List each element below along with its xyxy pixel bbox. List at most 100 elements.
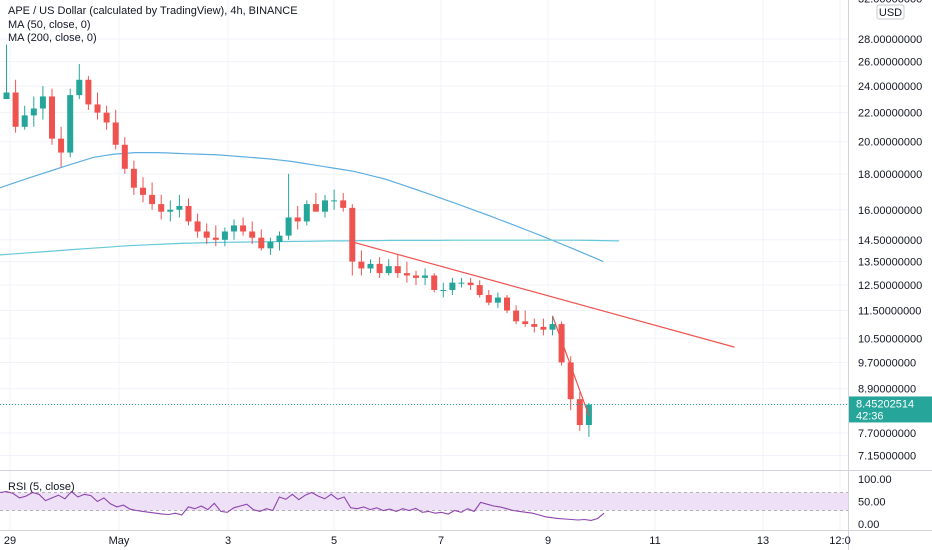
candle-up	[303, 204, 310, 222]
candle-down	[212, 237, 219, 240]
time-tick: May	[109, 535, 130, 547]
main-pane[interactable]	[0, 0, 848, 470]
candle-up	[76, 79, 83, 96]
candle-down	[240, 225, 247, 232]
candle-down	[394, 266, 401, 274]
time-tick: 11	[649, 535, 660, 547]
candle-up	[21, 115, 28, 127]
candle-down	[12, 92, 19, 127]
candle-up	[322, 200, 328, 212]
candle-down	[312, 204, 319, 212]
candle-down	[413, 275, 419, 278]
candle-down	[340, 200, 347, 208]
ma50-line	[0, 152, 604, 263]
candle-down	[130, 168, 137, 188]
candle-up	[549, 324, 556, 330]
currency-badge[interactable]	[876, 4, 905, 20]
candle-down	[576, 399, 583, 426]
candle-down	[376, 263, 383, 274]
candle-up	[367, 263, 374, 269]
time-tick: 9	[545, 535, 551, 547]
time-tick: 29	[4, 535, 16, 547]
grid-horizontal	[0, 38, 848, 456]
candle-down	[485, 294, 492, 303]
price-axis[interactable]: 32.00000000 28.00000000 26.00000000 24.0000…	[858, 0, 922, 462]
time-tick: 3	[225, 535, 231, 547]
candle-down	[121, 144, 128, 169]
price-tick: 12.50000000	[858, 280, 922, 292]
ma200-line	[0, 239, 620, 256]
candle-up	[176, 205, 183, 210]
candle-up	[494, 297, 501, 303]
time-tick: 12:0	[829, 535, 850, 547]
candle-down	[140, 187, 146, 195]
candle-down	[522, 321, 529, 325]
trendline	[352, 241, 735, 348]
candle-down	[476, 285, 483, 295]
candle-down	[403, 273, 410, 276]
candle-up	[440, 289, 447, 291]
candle-up	[30, 108, 37, 116]
price-tick: 24.00000000	[858, 81, 922, 93]
candle-down	[567, 362, 574, 400]
candle-down	[294, 217, 301, 222]
price-tick: 16.00000000	[858, 205, 922, 217]
price-tick: 11.50000000	[858, 306, 921, 318]
last-price-value: 8.45202514	[856, 398, 914, 410]
rsi-axis[interactable]: 100.00 50.00 0.00	[858, 474, 892, 531]
candle-down	[158, 204, 165, 212]
candle-up	[167, 209, 174, 212]
candle-up	[458, 282, 465, 284]
grid-vertical	[9, 0, 841, 530]
price-tick: 20.00000000	[858, 137, 922, 149]
price-tick: 8.90000000	[858, 384, 916, 396]
candle-down	[558, 324, 565, 363]
rsi-label: RSI (5, close)	[8, 481, 75, 493]
price-tick: 7.15000000	[858, 450, 916, 462]
trendlines-group[interactable]	[352, 241, 735, 416]
price-tick: 18.00000000	[858, 169, 922, 181]
bar-countdown: 42:36	[856, 410, 884, 422]
legend-title: APE / US Dollar (calculated by TradingVi…	[8, 5, 298, 17]
rsi-line	[0, 490, 605, 521]
time-axis[interactable]: 29 May 3 5 7 9 11 13 12:0	[4, 535, 851, 547]
candle-down	[358, 261, 365, 269]
candle-down	[467, 282, 474, 286]
candle-down	[103, 112, 110, 123]
price-tick: 22.00000000	[858, 108, 922, 120]
candle-down	[531, 324, 538, 327]
legend-ma50: MA (50, close, 0)	[8, 19, 91, 31]
price-tick: 32.00000000	[858, 0, 922, 5]
time-tick: 7	[438, 535, 444, 547]
candle-down	[249, 231, 256, 238]
rsi-tick: 0.00	[858, 519, 879, 531]
candle-down	[431, 275, 438, 290]
price-tick: 10.50000000	[858, 333, 922, 345]
candle-down	[540, 326, 547, 330]
candle-down	[504, 297, 510, 311]
candle-down	[94, 104, 101, 113]
candle-up	[221, 231, 228, 240]
candle-down	[194, 221, 201, 232]
candle-up	[385, 266, 392, 274]
price-tick: 14.50000000	[858, 235, 922, 247]
candle-up	[67, 95, 74, 153]
candle-up	[3, 92, 10, 100]
time-tick: 13	[757, 535, 769, 547]
candle-up	[331, 200, 338, 202]
candle-up	[267, 241, 274, 249]
price-tick: 7.70000000	[858, 428, 916, 440]
candle-down	[258, 237, 265, 249]
currency-badge-text: USD	[879, 7, 902, 19]
rsi-tick: 50.00	[858, 497, 886, 509]
candle-up	[231, 225, 237, 232]
legend-ma200: MA (200, close, 0)	[8, 32, 97, 44]
candle-down	[203, 231, 210, 238]
candle-down	[49, 96, 55, 139]
candle-down	[112, 122, 119, 145]
candle-up	[276, 235, 283, 242]
candle-up	[449, 282, 456, 290]
price-tick: 9.70000000	[858, 357, 916, 369]
